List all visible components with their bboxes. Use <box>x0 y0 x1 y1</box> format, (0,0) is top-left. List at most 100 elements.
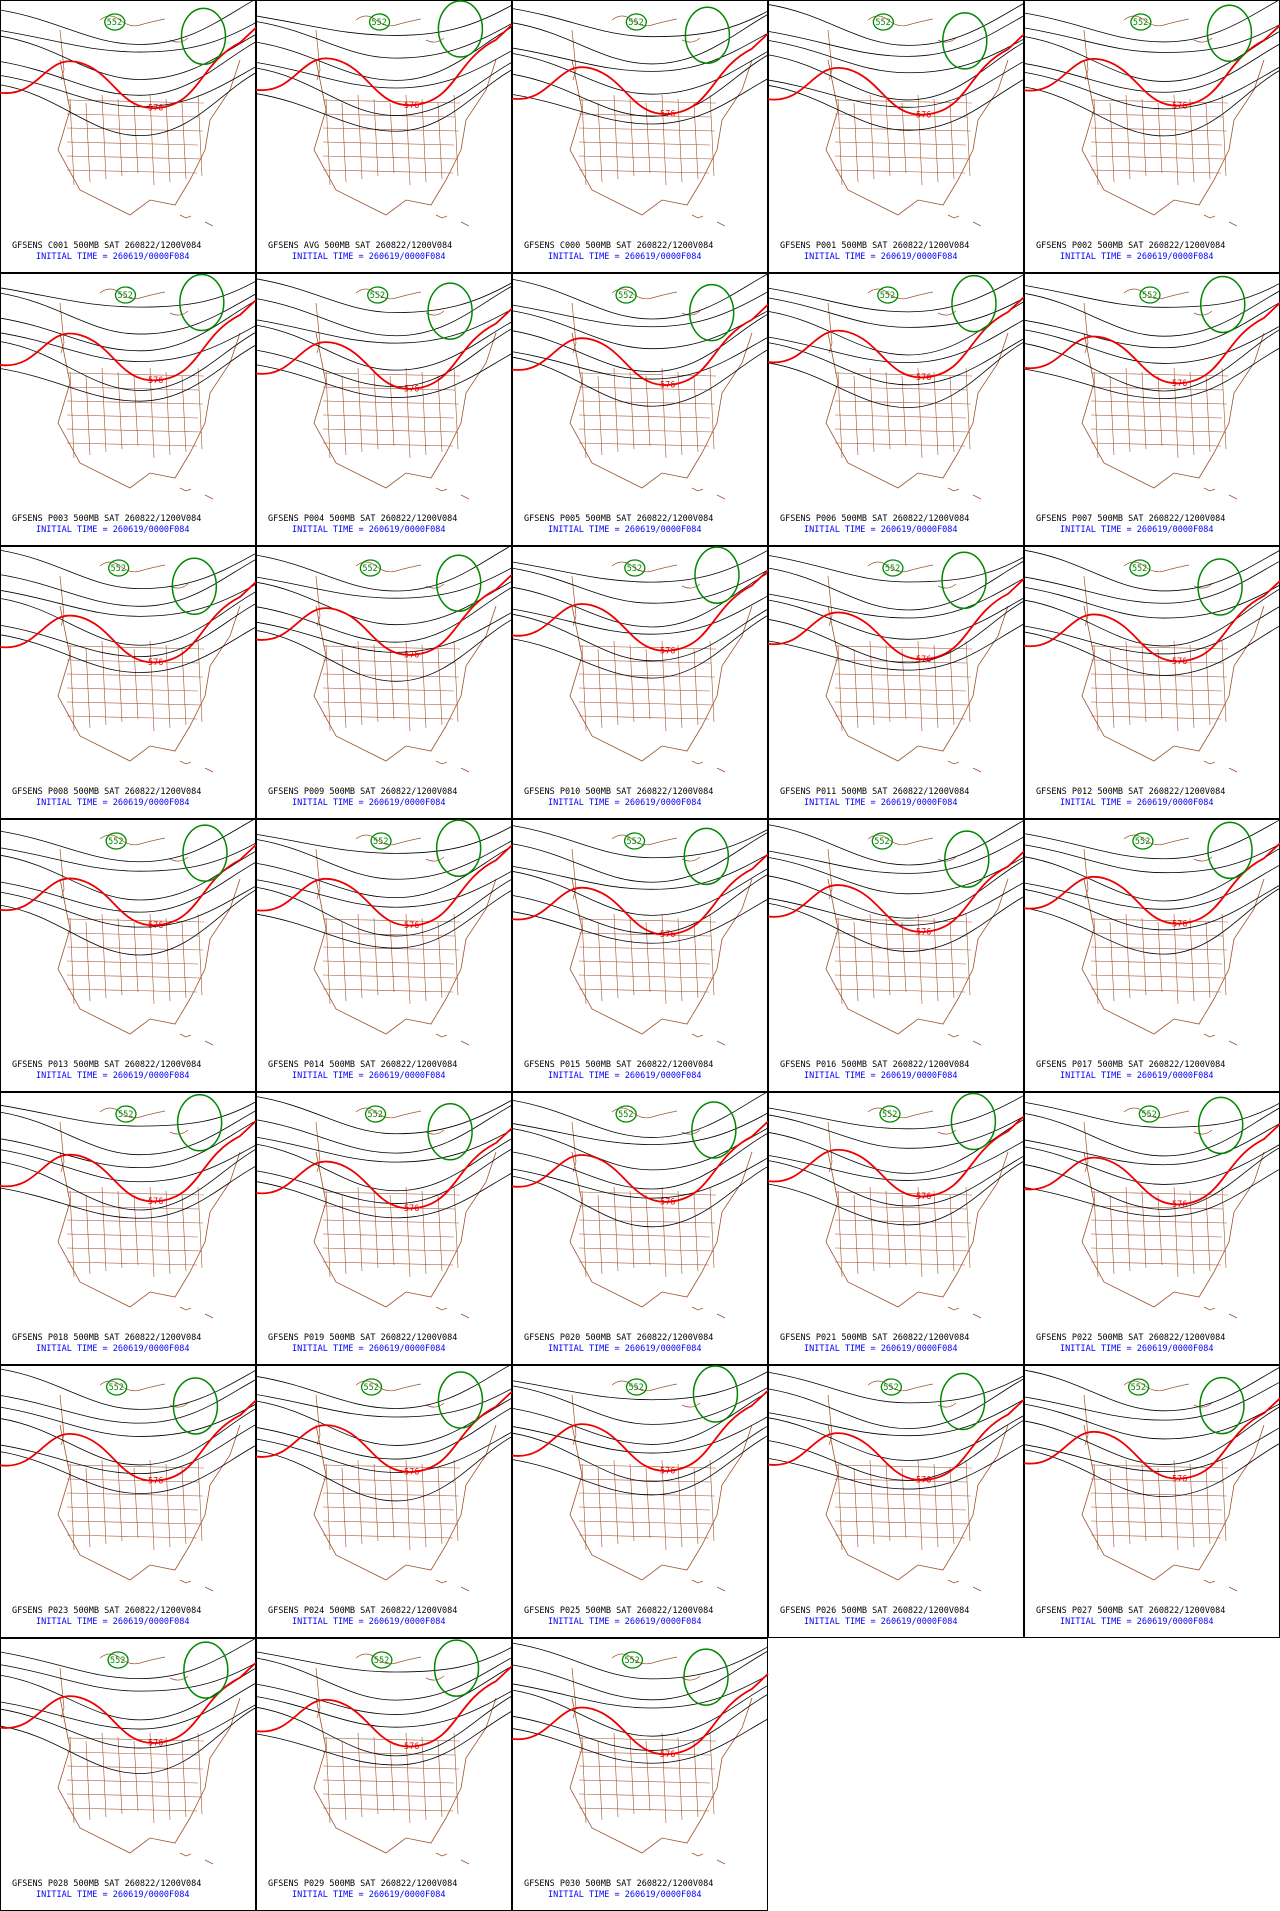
panel-border <box>512 546 768 819</box>
contour-label: 576 <box>148 1197 163 1207</box>
height-contour <box>0 626 257 673</box>
contour-576 <box>1023 1123 1280 1206</box>
coastline <box>57 878 241 1035</box>
height-contour <box>767 3 1025 46</box>
contour-label: 576 <box>404 1742 419 1752</box>
contour-552 <box>623 832 646 850</box>
height-contour <box>0 0 256 45</box>
contour-552 <box>183 1641 229 1699</box>
contour-552 <box>1197 1096 1244 1155</box>
contour-label: 576 <box>404 921 419 931</box>
contour-576 <box>1023 302 1280 385</box>
panel-title: GFSENS P016 500MB SAT 260822/1200V084 <box>780 1060 969 1070</box>
height-contour <box>0 1682 257 1730</box>
panel-border <box>256 0 512 273</box>
height-contour <box>767 600 1025 664</box>
height-contour <box>1023 282 1280 308</box>
height-contour <box>0 1424 257 1475</box>
contour-552 <box>182 824 228 882</box>
height-contour <box>255 878 513 937</box>
state-lines <box>322 367 461 459</box>
height-contour <box>1023 864 1280 910</box>
init-time: INITIAL TIME = 260619/0000F084 <box>36 525 190 535</box>
init-time: INITIAL TIME = 260619/0000F084 <box>292 525 446 535</box>
height-contour <box>767 856 1025 895</box>
contour-552 <box>684 6 731 64</box>
panel-title: GFSENS C000 500MB SAT 260822/1200V084 <box>524 241 713 251</box>
map-panel: 552 576 GFSENS P030 500MB SAT 260822/1200V… <box>511 1638 769 1911</box>
contour-552 <box>941 551 987 610</box>
coastline <box>569 1697 753 1854</box>
canada-coast <box>315 561 470 773</box>
canada-coast <box>1083 1107 1238 1319</box>
init-time: INITIAL TIME = 260619/0000F084 <box>804 798 958 808</box>
coastline <box>313 332 497 489</box>
contour-label: 552 <box>627 837 642 847</box>
coastline <box>313 878 497 1035</box>
map-panel: 552 576 GFSENS P018 500MB SAT 260822/1200V… <box>0 1092 257 1365</box>
contour-label: 552 <box>875 18 890 28</box>
coastline <box>569 605 753 762</box>
init-time: INITIAL TIME = 260619/0000F084 <box>36 1890 190 1900</box>
panel-border <box>768 546 1024 819</box>
coastline <box>57 332 241 489</box>
panel-border <box>256 819 512 1092</box>
contour-552 <box>1132 832 1154 850</box>
contour-552 <box>180 7 227 66</box>
height-contour <box>0 72 257 137</box>
panel-title: GFSENS P001 500MB SAT 260822/1200V084 <box>780 241 969 251</box>
panel-title: GFSENS P019 500MB SAT 260822/1200V084 <box>268 1333 457 1343</box>
contour-552 <box>115 1105 137 1123</box>
height-contour <box>511 32 769 72</box>
contour-552 <box>871 832 893 850</box>
canada-coast <box>1083 288 1238 500</box>
state-lines <box>66 1732 205 1824</box>
contour-label: 552 <box>107 18 122 28</box>
contour-label: 552 <box>1133 18 1148 28</box>
state-lines <box>66 367 205 459</box>
height-contour <box>0 1110 257 1156</box>
state-lines <box>1090 1186 1229 1278</box>
panel-title: GFSENS P003 500MB SAT 260822/1200V084 <box>12 514 201 524</box>
height-contour <box>255 1646 513 1673</box>
height-contour <box>1023 302 1280 349</box>
panel-border <box>1024 546 1280 819</box>
canada-coast <box>827 1380 982 1592</box>
contour-552 <box>625 1378 648 1396</box>
contour-552 <box>359 559 382 577</box>
contour-552 <box>694 546 740 604</box>
height-contour <box>0 1637 257 1680</box>
contour-label: 576 <box>916 655 931 665</box>
panel-border <box>0 1638 256 1911</box>
height-contour <box>255 1436 513 1502</box>
height-contour <box>511 78 769 125</box>
height-contour <box>1023 325 1280 364</box>
state-lines <box>66 94 205 186</box>
height-contour <box>0 889 257 956</box>
height-contour <box>255 1148 513 1204</box>
coastline <box>569 1424 753 1581</box>
contour-label: 576 <box>660 1467 675 1477</box>
height-contour <box>767 882 1025 926</box>
canada-coast <box>315 15 470 227</box>
panel-border <box>0 819 256 1092</box>
height-contour <box>767 1378 1025 1430</box>
panel-title: GFSENS P020 500MB SAT 260822/1200V084 <box>524 1333 713 1343</box>
panel-title: GFSENS P013 500MB SAT 260822/1200V084 <box>12 1060 201 1070</box>
coastline <box>1081 605 1265 762</box>
map-panel: 552 576 GFSENS P027 500MB SAT 260822/1200V… <box>1023 1365 1280 1638</box>
canada-coast <box>571 561 726 773</box>
height-contour <box>511 291 769 328</box>
panel-border <box>0 1092 256 1365</box>
height-contour <box>0 1148 257 1211</box>
canada-coast <box>59 288 214 500</box>
map-panel: 552 576 GFSENS P009 500MB SAT 260822/1200V… <box>255 544 513 819</box>
height-contour <box>0 344 257 402</box>
contour-label: 576 <box>148 1476 163 1486</box>
height-contour <box>0 1408 257 1466</box>
contour-552 <box>944 830 990 888</box>
coastline <box>569 878 753 1035</box>
contour-552 <box>360 1378 383 1396</box>
map-panel: 552 576 GFSENS P019 500MB SAT 260822/1200V… <box>255 1092 513 1365</box>
